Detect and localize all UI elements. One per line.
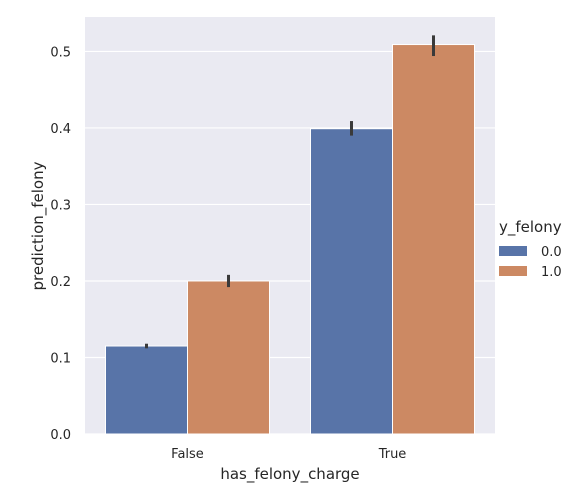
y-tick-label: 0.4 — [50, 122, 71, 137]
legend-label: 1.0 — [541, 265, 562, 280]
legend-swatch — [499, 266, 527, 276]
legend-swatch — [499, 246, 527, 256]
y-tick-labels: 0.0 0.1 0.2 0.3 0.4 0.5 — [50, 45, 71, 443]
bar — [310, 128, 393, 435]
error-bars-group — [145, 35, 435, 349]
x-tick-label: False — [171, 447, 204, 462]
bar — [187, 280, 270, 435]
bar — [392, 44, 475, 435]
y-tick-label: 0.3 — [50, 198, 71, 213]
y-tick-label: 0.2 — [50, 275, 71, 290]
y-tick-label: 0.0 — [50, 428, 71, 443]
y-tick-label: 0.5 — [50, 45, 71, 60]
legend-label: 0.0 — [541, 245, 562, 260]
bars-group — [105, 44, 475, 435]
legend: y_felony 0.0 1.0 — [499, 218, 562, 280]
legend-title: y_felony — [499, 218, 562, 237]
y-axis-label: prediction_felony — [29, 161, 48, 290]
y-tick-label: 0.1 — [50, 351, 71, 366]
x-tick-label: True — [378, 447, 407, 462]
bar — [105, 345, 188, 435]
x-tick-labels: False True — [171, 447, 406, 462]
x-axis-label: has_felony_charge — [220, 465, 359, 484]
